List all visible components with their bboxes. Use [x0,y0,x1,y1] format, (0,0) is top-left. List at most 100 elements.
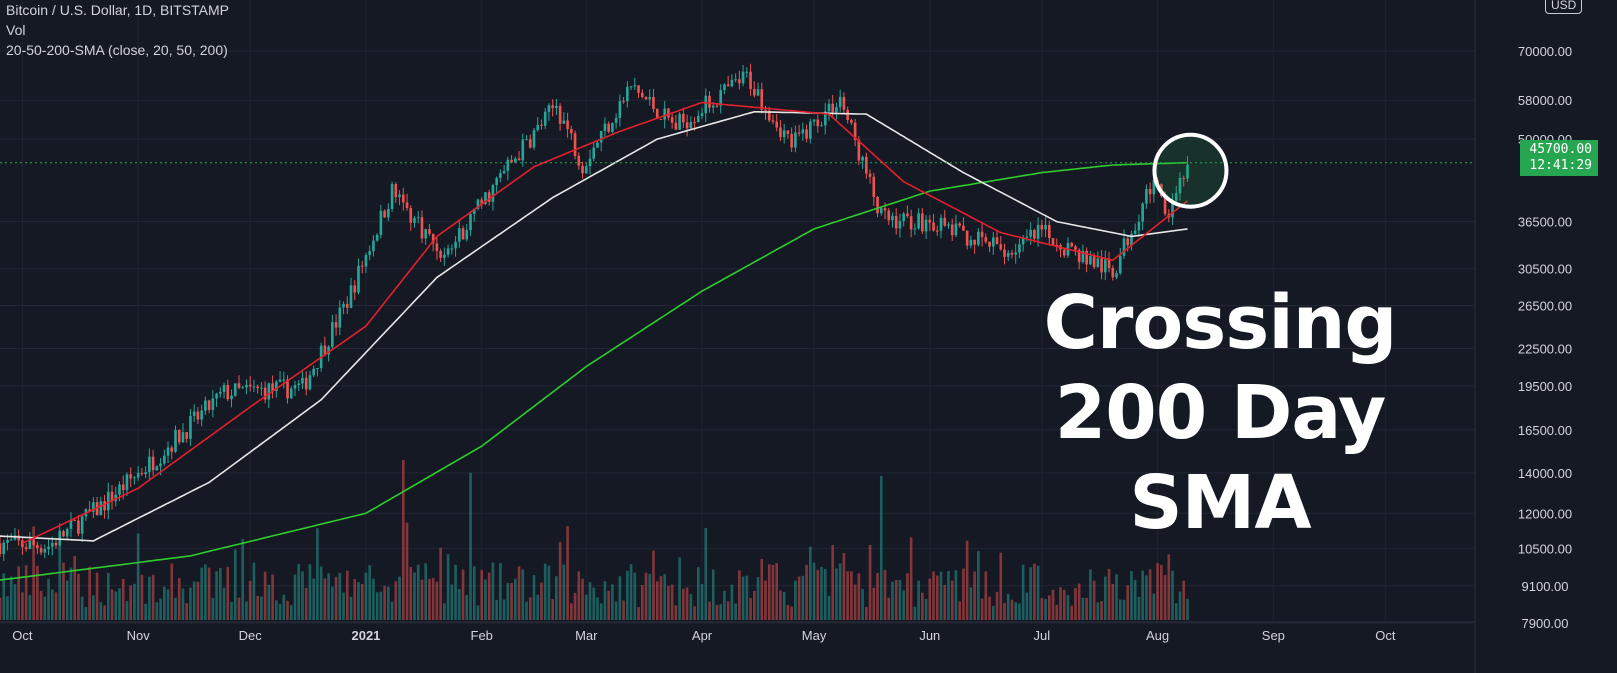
candle-body [745,71,749,73]
volume-bar [204,564,207,620]
currency-badge[interactable]: USD [1545,0,1583,14]
volume-bar [842,553,846,620]
volume-bar [984,571,988,620]
candle-body [204,400,207,411]
candle-body [678,113,681,130]
candle-body [1025,236,1029,238]
volume-bar [935,575,939,620]
volume-bar [517,566,521,620]
volume-bar [148,576,151,620]
candle-body [760,89,764,110]
volume-bar [558,542,562,620]
volume-bar [499,563,502,620]
volume-bar [525,601,528,620]
candle-body [558,105,562,124]
candle-body [525,139,528,141]
candle-body [879,208,883,214]
volume-bar [723,590,726,620]
candle-body [73,520,76,522]
volume-bar [1100,601,1103,620]
legend-volume[interactable]: Vol [6,22,26,38]
candle-body [551,105,554,109]
volume-bar [1111,584,1115,620]
volume-bar [865,607,868,620]
volume-bar [1070,605,1074,620]
candle-body [887,210,891,221]
volume-bar [133,583,136,620]
volume-bar [84,607,88,620]
volume-bar [954,570,958,620]
candle-body [853,122,857,140]
volume-bar [32,526,35,620]
volume-bar [562,564,566,620]
candle-body [909,216,913,230]
volume-bar [1003,602,1006,620]
candle-body [140,472,144,475]
x-tick-label: Oct [1375,628,1396,643]
candle-body [92,502,95,512]
volume-bar [1152,593,1156,620]
candle-body [233,383,237,396]
candle-body [207,400,211,410]
volume-bar [950,580,954,620]
candle-body [416,217,420,219]
volume-bar [547,565,551,620]
candle-body [831,103,835,113]
candle-body [211,398,215,410]
volume-bar [1092,580,1096,620]
legend-sma[interactable]: 20-50-200-SMA (close, 20, 50, 200) [6,42,228,58]
candle-body [514,158,517,163]
volume-bar [245,601,248,620]
candle-body [693,122,696,124]
volume-bar [383,585,386,620]
volume-bar [510,582,513,620]
volume-bar [588,582,592,620]
candle-body [360,265,364,267]
volume-bar [648,573,652,620]
volume-bar [435,581,439,620]
volume-bar [719,604,723,620]
candle-body [237,383,241,388]
volume-bar [820,566,823,620]
volume-bar [1096,602,1100,620]
volume-bar [211,597,215,620]
volume-bar [603,581,607,620]
volume-bar [764,580,767,620]
volume-bar [947,570,950,620]
candle-body [622,101,625,103]
volume-bar [962,568,965,620]
volume-bar [58,530,62,620]
volume-bar [932,571,935,620]
candle-body [151,456,155,471]
volume-bar [196,581,200,620]
candle-body [543,111,547,126]
volume-bar [327,573,330,620]
candle-body [517,158,521,161]
volume-bar [674,605,678,620]
volume-bar [345,570,349,620]
volume-bar [1014,602,1018,620]
candle-body [502,170,506,174]
candle-body [652,97,655,110]
candle-body [921,213,924,232]
candle-body [58,531,62,546]
volume-bar [170,563,174,620]
headline: Crossing 200 Day SMA [955,278,1485,548]
volume-bar [682,588,685,620]
volume-bar [887,597,891,620]
volume-bar [805,565,808,620]
x-tick-label: Sep [1262,628,1285,643]
candle-body [771,120,775,122]
candle-body [991,237,995,247]
volume-bar [846,571,849,620]
candle-body [958,223,961,226]
candle-body [857,139,861,161]
volume-bar [995,591,999,620]
candle-body [1107,259,1111,268]
volume-bar [99,602,103,620]
candle-body [719,90,723,106]
volume-bar [1137,596,1141,620]
legend-symbol[interactable]: Bitcoin / U.S. Dollar, 1D, BITSTAMP [6,2,230,18]
